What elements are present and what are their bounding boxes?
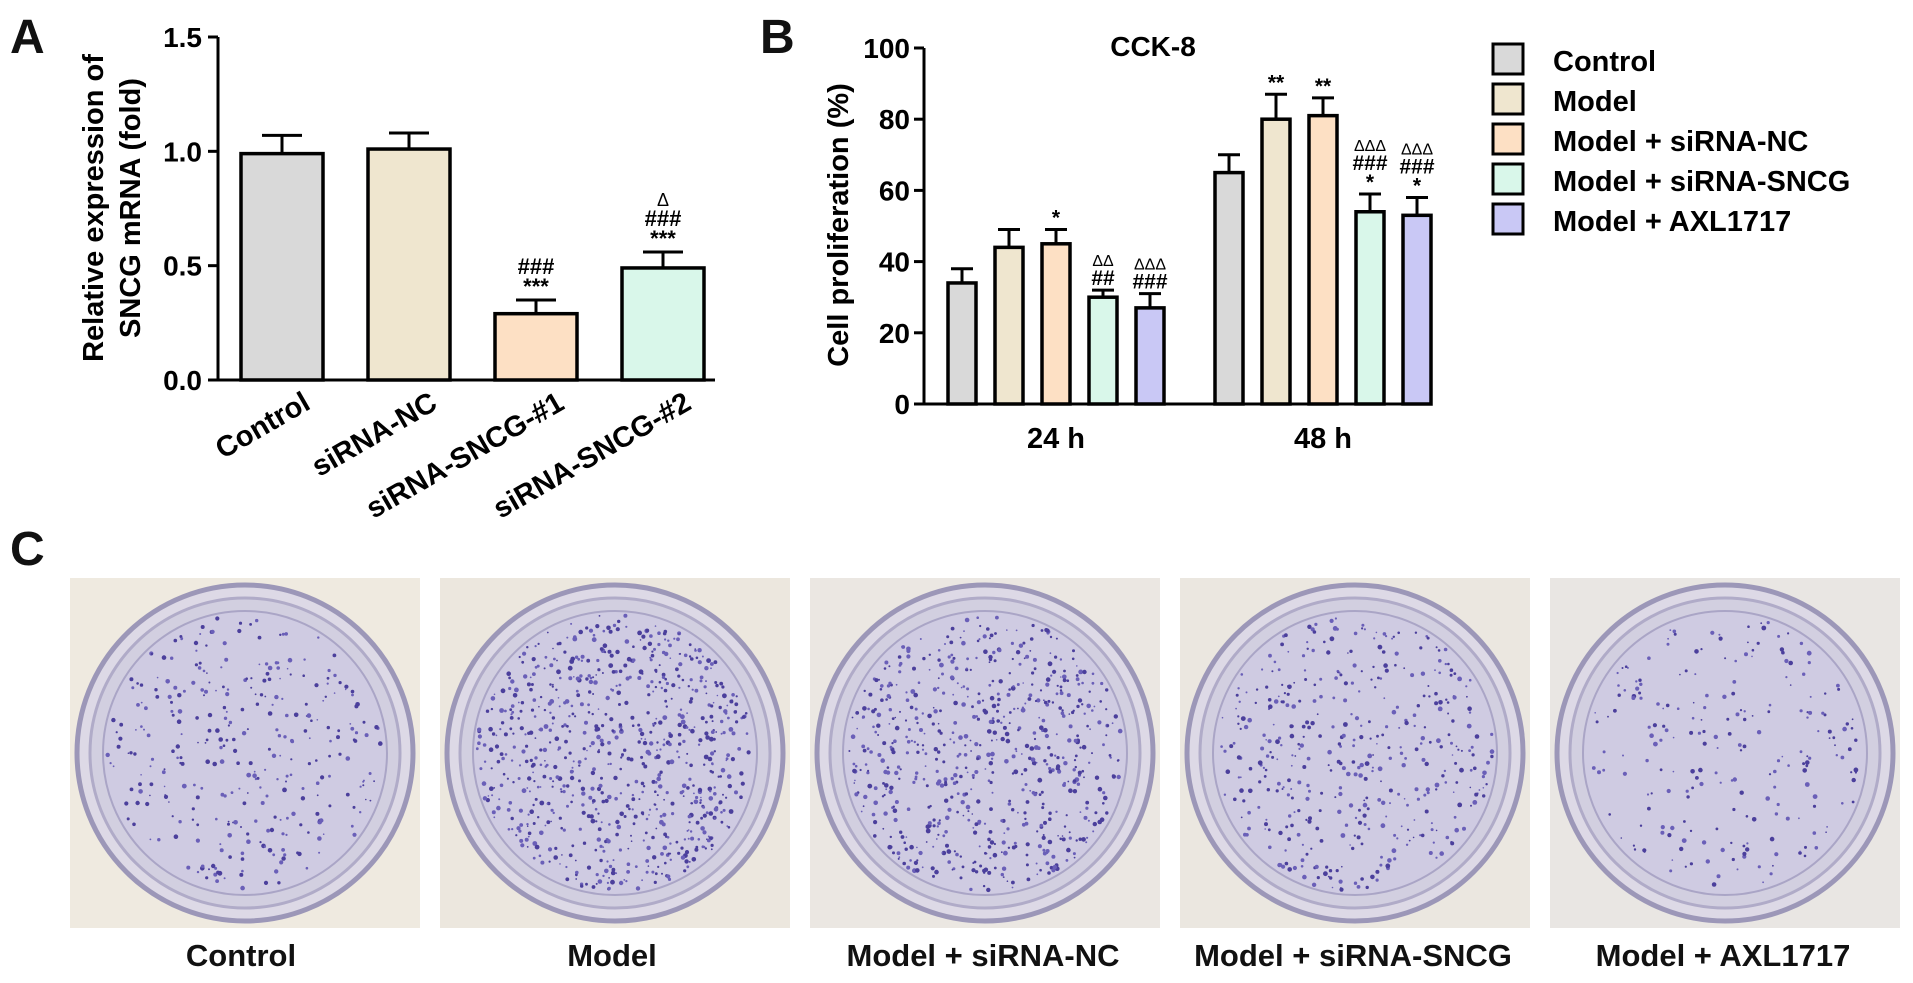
annotation-b-1-4-2: *	[1413, 175, 1422, 198]
dish-base	[1212, 610, 1498, 896]
y-tick-label-b-2: 40	[879, 247, 910, 278]
bar-a-0	[239, 151, 325, 382]
dish-label: Control	[185, 938, 297, 973]
petri-dish	[814, 582, 1156, 924]
bar-b-1-2	[1307, 113, 1339, 406]
colony-dish-photo	[1180, 578, 1530, 928]
y-axis-label-b: Cell proliferation (%)	[823, 83, 855, 367]
dish-base	[1582, 610, 1868, 896]
legend-label-1: Model	[1553, 86, 1637, 118]
y-axis-label-a-line1: Relative expression of	[78, 54, 110, 362]
dish-label: Model + AXL1717	[1595, 938, 1851, 973]
dish-label: Model	[567, 938, 657, 973]
dish-base	[472, 610, 758, 896]
colony-dish-photo	[810, 578, 1160, 928]
bar-b-1-0	[1213, 170, 1245, 406]
petri-dish	[1554, 582, 1896, 924]
bar-b-1-1	[1260, 117, 1292, 406]
x-tick-label-b-1: 48 h	[1294, 423, 1352, 455]
y-axis-label-a-line2: SNCG mRNA (fold)	[115, 78, 147, 338]
legend-label-4: Model + AXL1717	[1553, 206, 1791, 238]
annotation-b-1-3-1: ###	[1352, 152, 1387, 175]
annotation-b-1-2-0: **	[1315, 75, 1332, 98]
legend-swatch-2	[1491, 122, 1525, 156]
legend-swatch-1	[1491, 82, 1525, 116]
annotation-b-0-3-1: ##	[1091, 267, 1115, 290]
annotation-b-0-4-1: ###	[1132, 271, 1167, 294]
y-tick-label-b-1: 20	[879, 318, 910, 349]
annotation-b-0-2-0: *	[1052, 207, 1061, 230]
y-tick-label-a-0: 0.0	[163, 365, 202, 396]
bar-b-0-0	[946, 281, 978, 406]
legend-label-3: Model + siRNA-SNCG	[1553, 166, 1850, 198]
petri-dish	[74, 582, 416, 924]
chart-a: 0.00.51.01.5ControlsiRNA-NC###***siRNA-S…	[78, 22, 715, 520]
annotation-a-3-0: Δ	[657, 190, 669, 210]
colony-dish-photo	[70, 578, 420, 928]
petri-dish	[444, 582, 786, 924]
annotation-a-2-0: ###	[518, 254, 555, 279]
annotation-b-1-3-2: *	[1366, 171, 1375, 194]
petri-dish	[1184, 582, 1526, 924]
bar-b-0-1	[993, 245, 1025, 406]
bar-a-3	[620, 266, 706, 382]
bar-b-1-4	[1401, 213, 1433, 406]
dish-base	[102, 610, 388, 896]
bar-b-0-3	[1087, 295, 1119, 406]
x-tick-label-b-0: 24 h	[1027, 423, 1085, 455]
annotation-b-0-3-0: ΔΔ	[1092, 253, 1114, 270]
legend-swatch-0	[1491, 42, 1525, 76]
annotation-b-1-3-0: ΔΔΔ	[1354, 138, 1386, 155]
bar-a-2	[493, 311, 579, 382]
dish-base	[842, 610, 1128, 896]
legend-label-0: Control	[1553, 46, 1656, 78]
panel-label-b: B	[760, 11, 795, 64]
annotation-a-3-2: ***	[650, 226, 676, 251]
bar-a-1	[366, 147, 452, 382]
annotation-b-1-4-0: ΔΔΔ	[1401, 142, 1433, 159]
y-tick-label-b-3: 60	[879, 175, 910, 206]
y-tick-label-a-1: 0.5	[163, 251, 202, 282]
bar-b-0-2	[1040, 242, 1072, 406]
annotation-b-0-4-0: ΔΔΔ	[1134, 257, 1166, 274]
chart-b: 0 20 40 60 80 100 CCK-8 Cell proliferation (%) *…	[823, 31, 1850, 455]
annotation-b-1-4-1: ###	[1399, 156, 1434, 179]
dish-label: Model + siRNA-NC	[846, 938, 1120, 973]
annotation-b-1-1-0: **	[1268, 71, 1285, 94]
y-tick-label-b-4: 80	[879, 104, 910, 135]
annotation-a-3-1: ###	[645, 206, 682, 231]
chart-title-b: CCK-8	[1110, 31, 1196, 62]
panel-label-a: A	[10, 11, 45, 64]
bar-b-0-4	[1134, 306, 1166, 406]
legend-label-2: Model + siRNA-NC	[1553, 126, 1808, 158]
legend-swatch-3	[1491, 162, 1525, 196]
y-tick-label-b-5: 100	[863, 33, 910, 64]
y-tick-label-a-3: 1.5	[163, 22, 202, 53]
annotation-a-2-1: ***	[523, 274, 549, 299]
bar-b-1-3	[1354, 210, 1386, 406]
legend-swatch-4	[1491, 202, 1525, 236]
dish-label: Model + siRNA-SNCG	[1194, 938, 1512, 973]
colony-dish-photo	[440, 578, 790, 928]
panel-label-c: C	[10, 523, 45, 576]
y-tick-label-b-0: 0	[894, 389, 910, 420]
colony-dish-photo	[1550, 578, 1900, 928]
y-tick-label-a-2: 1.0	[163, 136, 202, 167]
